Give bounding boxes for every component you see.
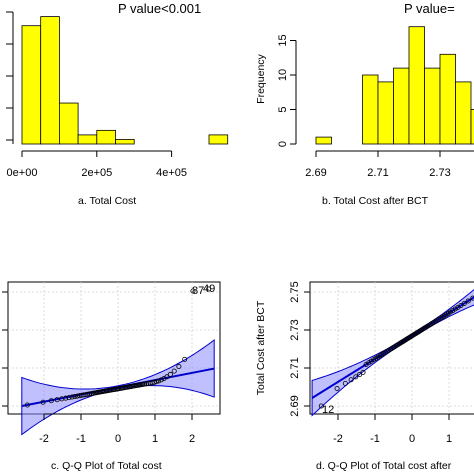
panel-a-bar-1 <box>40 16 60 145</box>
panel-c-point-58 <box>151 379 157 385</box>
panel-b-x-tick-label-1: 2.71 <box>367 167 388 179</box>
panel-a-bar-4 <box>96 129 116 145</box>
panel-c-point-8 <box>72 394 78 400</box>
panel-b-bar-7 <box>424 67 441 145</box>
panel-c-point-69 <box>206 286 212 292</box>
panel-c-caption: c. Q-Q Plot of Total cost <box>51 460 162 472</box>
panel-c-point-label-0: 87 <box>192 285 204 297</box>
panel-c-point-13 <box>83 392 89 398</box>
panel-a-x-tick-label-0: 0e+00 <box>7 167 38 179</box>
panel-c-point-63 <box>164 374 170 380</box>
panel-c-point-65 <box>171 368 177 374</box>
panel-c-x-tick-label-3: 1 <box>152 433 158 445</box>
panel-d-point-4 <box>353 374 359 380</box>
panel-c-point-54 <box>143 381 149 387</box>
panel-c-point-14 <box>85 391 91 397</box>
panel-c-point-7 <box>69 394 75 400</box>
panel-a-x-tick-label-1: 2e+05 <box>81 167 112 179</box>
panel-b-y-tick-label-0: 0 <box>277 141 289 147</box>
panel-b-x-tick-label-2: 2.73 <box>429 167 450 179</box>
panel-b-bar-4 <box>377 81 394 145</box>
panel-b-caption: b. Total Cost after BCT <box>322 195 429 207</box>
panel-c-point-53 <box>142 381 148 387</box>
panel-c-x-tick-label-1: -1 <box>76 433 86 445</box>
panel-d-x-tick-label-2: 0 <box>409 433 415 445</box>
panel-d-x-tick-label-3: 1 <box>446 433 452 445</box>
panel-d-qq-plot: 12 <box>309 281 474 417</box>
panel-c-point-3 <box>54 397 60 403</box>
panel-d-y-tick-label-3: 2.75 <box>289 281 301 302</box>
panel-d-point-65 <box>465 298 471 304</box>
panel-c-x-tick-label-0: -2 <box>39 433 49 445</box>
panel-a-bar-5 <box>115 139 135 145</box>
panel-b-bar-5 <box>393 67 410 145</box>
panel-d-y-tick-label-2: 2.73 <box>289 319 301 340</box>
panel-c-point-59 <box>153 379 159 385</box>
panel-d-point-64 <box>461 300 467 306</box>
panel-b-bar-9 <box>455 81 472 145</box>
panel-d-y-tick-label-0: 2.69 <box>289 395 301 416</box>
panel-d-point-1 <box>334 385 340 391</box>
panel-a-p-value: P value<0.001 <box>118 1 202 16</box>
panel-a-bar-3 <box>77 134 98 145</box>
panel-b-bar-0 <box>315 136 332 145</box>
panel-b-bar-8 <box>439 53 456 145</box>
panel-b-p-value: P value= <box>404 1 455 16</box>
panel-b-y-tick-label-3: 15 <box>277 34 289 46</box>
panel-b-bar-10 <box>470 109 474 145</box>
panel-c-point-61 <box>158 377 164 383</box>
panel-b-y-tick-label-1: 5 <box>277 106 289 112</box>
panel-d-point-8 <box>366 360 372 366</box>
panel-c-point-2 <box>48 398 54 404</box>
panel-d-x-tick-label-0: -2 <box>333 433 343 445</box>
panel-c-point-67 <box>182 356 188 362</box>
panel-d-point-0 <box>318 403 324 409</box>
panel-d-caption: d. Q-Q Plot of Total cost after <box>316 460 452 472</box>
panel-a-x-tick-label-2: 4e+05 <box>156 167 187 179</box>
panel-c-x-tick-label-2: 0 <box>115 433 121 445</box>
panel-c-point-68 <box>190 288 196 294</box>
panel-b-histogram <box>315 26 474 145</box>
panel-d-x-tick-label-1: -1 <box>370 433 380 445</box>
panel-b-bar-3 <box>362 74 379 145</box>
panel-d-y-axis-label: Total Cost after BCT <box>255 300 267 395</box>
panel-a-histogram <box>21 16 229 145</box>
panel-c-point-64 <box>167 371 173 377</box>
panel-a-bar-2 <box>59 102 79 145</box>
panel-c-point-0 <box>24 402 30 408</box>
panel-d-point-label-0: 12 <box>322 404 334 416</box>
panel-c-point-66 <box>176 363 182 369</box>
panel-a-caption: a. Total Cost <box>78 195 137 207</box>
panel-c-x-tick-label-4: 2 <box>189 433 195 445</box>
panel-d-y-tick-label-1: 2.71 <box>289 357 301 378</box>
panel-d-point-60 <box>450 308 456 314</box>
panel-c-point-15 <box>87 391 93 397</box>
panel-b-bar-6 <box>408 26 425 145</box>
panel-d-point-3 <box>348 377 354 383</box>
panel-c-point-6 <box>66 395 72 401</box>
panel-d-point-66 <box>470 295 474 301</box>
panel-b-x-tick-label-0: 2.69 <box>305 167 326 179</box>
panel-d-point-2 <box>342 380 348 386</box>
panel-c-point-9 <box>74 393 80 399</box>
panel-c-point-60 <box>156 378 162 384</box>
panel-d-point-6 <box>360 369 366 375</box>
panel-c-point-1 <box>40 399 46 405</box>
panel-b-y-tick-label-2: 10 <box>277 69 289 81</box>
panel-c-point-5 <box>63 395 69 401</box>
panel-b-y-axis-label: Frequency <box>255 53 267 103</box>
panel-c-point-label-1: 49 <box>203 283 215 295</box>
panel-a-bar-10 <box>208 134 229 145</box>
panel-a-bar-0 <box>21 25 42 145</box>
